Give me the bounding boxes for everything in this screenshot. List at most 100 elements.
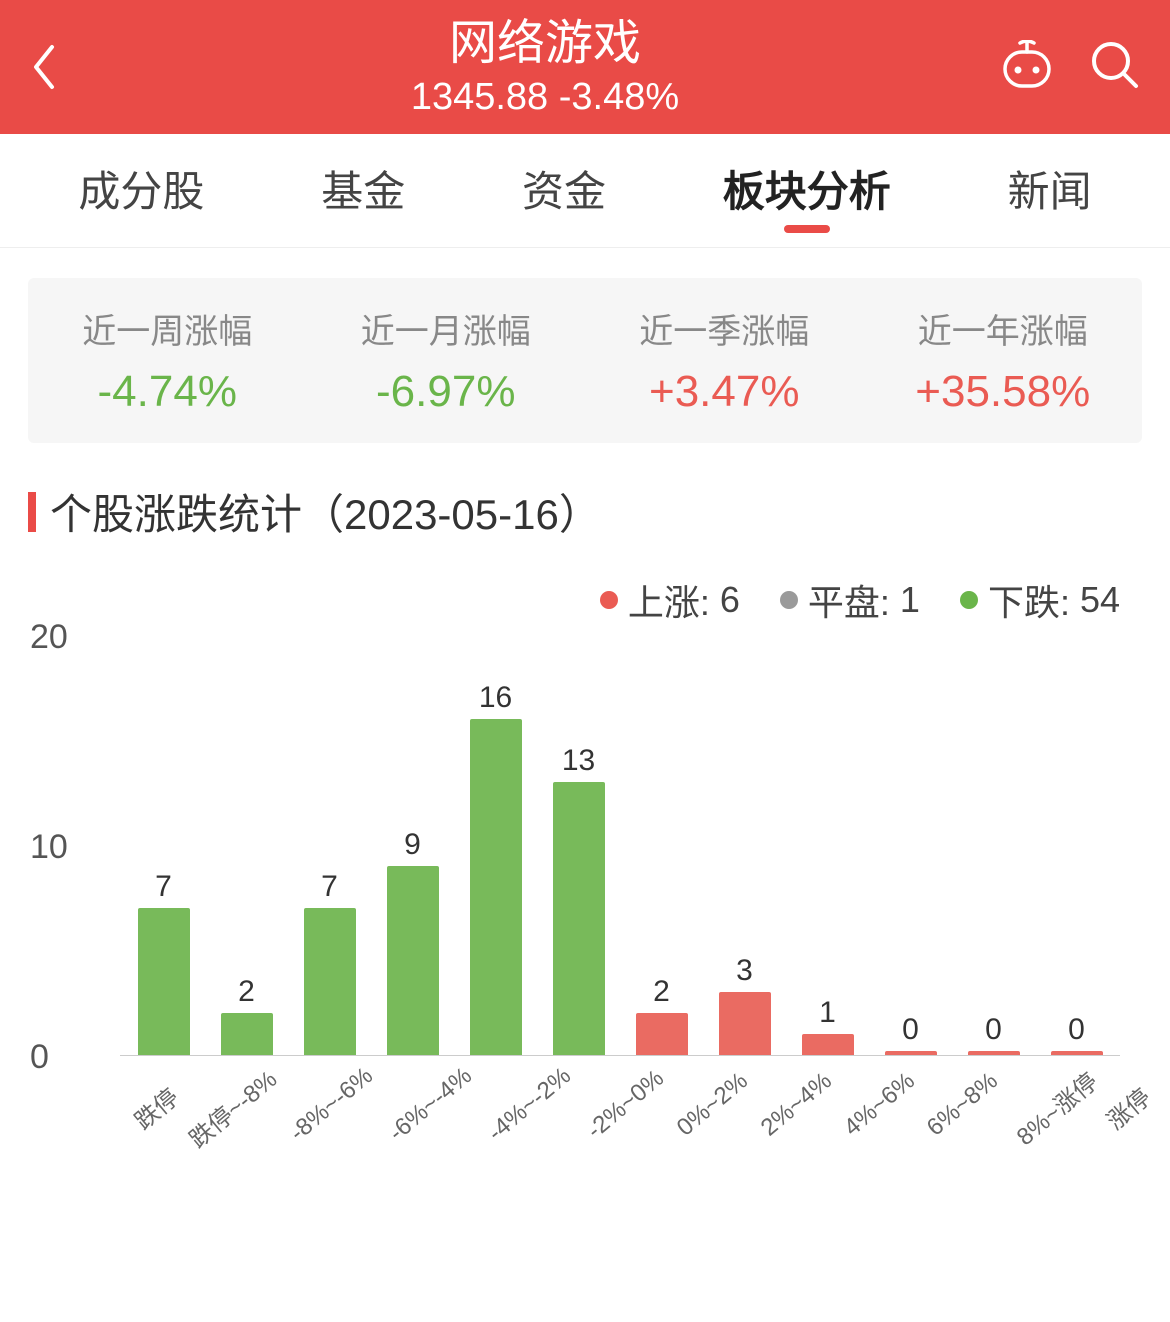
bar-value-label: 3 <box>736 954 753 988</box>
bar-wrap: 2 <box>620 636 703 1055</box>
bar-value-label: 16 <box>479 681 512 715</box>
legend-down: 下跌: 54 <box>960 574 1120 626</box>
search-icon[interactable] <box>1090 40 1140 95</box>
bar[interactable] <box>719 992 771 1055</box>
legend-flat: 平盘: 1 <box>780 574 920 626</box>
bar-wrap: 9 <box>371 636 454 1055</box>
bar[interactable] <box>553 782 605 1055</box>
bar-value-label: 2 <box>238 975 255 1009</box>
bar[interactable] <box>802 1034 854 1055</box>
tab-板块分析[interactable]: 板块分析 <box>723 158 891 233</box>
tab-新闻[interactable]: 新闻 <box>1008 158 1092 233</box>
x-tick-label: -6%~-4% <box>384 1062 483 1153</box>
x-tick-label: 跌停~-8% <box>180 1060 283 1154</box>
bar[interactable] <box>304 908 356 1055</box>
legend-dot-up <box>600 591 618 609</box>
legend-up: 上涨: 6 <box>600 574 740 626</box>
robot-icon[interactable] <box>1000 40 1054 95</box>
bar[interactable] <box>636 1013 688 1055</box>
bar-wrap: 2 <box>205 636 288 1055</box>
page-title: 网络游戏 <box>90 15 1000 73</box>
bar-value-label: 7 <box>155 870 172 904</box>
y-tick-label: 20 <box>30 618 68 657</box>
tab-bar: 成分股 基金 资金 板块分析 新闻 <box>0 134 1170 248</box>
legend-flat-label: 平盘: <box>808 574 890 626</box>
tab-资金[interactable]: 资金 <box>522 158 606 233</box>
stat-value: -4.74% <box>28 367 307 417</box>
stat-card[interactable]: 近一年涨幅 +35.58% <box>864 304 1143 417</box>
x-tick-label: 8%~涨停 <box>1007 1063 1104 1152</box>
bar-wrap: 0 <box>1035 636 1118 1055</box>
legend-down-count: 54 <box>1080 579 1120 621</box>
bar[interactable] <box>470 719 522 1055</box>
bar-value-label: 0 <box>902 1013 919 1047</box>
x-tick-label: 4%~6% <box>839 1067 925 1147</box>
tab-成分股[interactable]: 成分股 <box>78 158 204 233</box>
chart-area: 01020 72791613231000 跌停跌停~-8%-8%~-6%-6%~… <box>0 636 1170 1129</box>
bar-value-label: 0 <box>985 1013 1002 1047</box>
bar-value-label: 0 <box>1068 1013 1085 1047</box>
app-header: 网络游戏 1345.88 -3.48% <box>0 0 1170 134</box>
x-tick-label: -4%~-2% <box>483 1062 582 1153</box>
bar-wrap: 1 <box>786 636 869 1055</box>
legend-up-count: 6 <box>720 579 740 621</box>
section-accent-bar <box>28 492 36 532</box>
x-tick-label: 0%~2% <box>672 1067 758 1147</box>
section-title: 个股涨跌统计（2023-05-16） <box>50 481 601 542</box>
bar-wrap: 7 <box>122 636 205 1055</box>
bar-wrap: 7 <box>288 636 371 1055</box>
section-header: 个股涨跌统计（2023-05-16） <box>0 473 1170 562</box>
index-change: -3.48% <box>559 76 679 118</box>
header-title-block: 网络游戏 1345.88 -3.48% <box>90 15 1000 120</box>
stat-card[interactable]: 近一周涨幅 -4.74% <box>28 304 307 417</box>
stat-card[interactable]: 近一月涨幅 -6.97% <box>307 304 586 417</box>
bar-wrap: 13 <box>537 636 620 1055</box>
legend-flat-count: 1 <box>900 579 920 621</box>
bar[interactable] <box>968 1051 1020 1055</box>
stat-value: +35.58% <box>864 367 1143 417</box>
bar-wrap: 0 <box>952 636 1035 1055</box>
stat-label: 近一季涨幅 <box>585 304 864 353</box>
x-tick-label: 6%~8% <box>922 1067 1008 1147</box>
stat-value: -6.97% <box>307 367 586 417</box>
bar-wrap: 16 <box>454 636 537 1055</box>
chevron-left-icon <box>30 43 56 91</box>
x-tick-label: 涨停 <box>1098 1079 1157 1137</box>
stat-value: +3.47% <box>585 367 864 417</box>
bar[interactable] <box>1051 1051 1103 1055</box>
period-stats: 近一周涨幅 -4.74%近一月涨幅 -6.97% 近一季涨幅 +3.47%近一年涨幅 +3… <box>28 278 1142 443</box>
x-tick-label: -8%~-6% <box>284 1062 383 1153</box>
legend-down-label: 下跌: <box>988 574 1070 626</box>
index-summary: 1345.88 -3.48% <box>90 76 1000 119</box>
legend-dot-flat <box>780 591 798 609</box>
index-value: 1345.88 <box>411 76 548 118</box>
x-tick-label: 2%~4% <box>755 1067 841 1147</box>
chart-legend: 上涨: 6 平盘: 1 下跌: 54 <box>0 562 1170 636</box>
stat-card[interactable]: 近一季涨幅 +3.47% <box>585 304 864 417</box>
legend-dot-down <box>960 591 978 609</box>
tab-基金[interactable]: 基金 <box>321 158 405 233</box>
y-tick-label: 0 <box>30 1038 49 1077</box>
bar[interactable] <box>221 1013 273 1055</box>
chart-plot: 7 2 7 9 16 13 2 3 1 0 0 0 <box>120 636 1120 1056</box>
bar[interactable] <box>138 908 190 1055</box>
bar-wrap: 0 <box>869 636 952 1055</box>
stat-label: 近一年涨幅 <box>864 304 1143 353</box>
header-actions <box>1000 40 1140 95</box>
x-tick-label: 跌停 <box>126 1079 185 1137</box>
stat-label: 近一月涨幅 <box>307 304 586 353</box>
x-axis-labels: 跌停跌停~-8%-8%~-6%-6%~-4%-4%~-2%-2%~0%0%~2%… <box>120 1056 1120 1129</box>
back-button[interactable] <box>30 43 90 91</box>
y-tick-label: 10 <box>30 828 68 867</box>
bar[interactable] <box>387 866 439 1055</box>
stat-label: 近一周涨幅 <box>28 304 307 353</box>
legend-up-label: 上涨: <box>628 574 710 626</box>
bar-value-label: 13 <box>562 744 595 778</box>
bar-value-label: 2 <box>653 975 670 1009</box>
bar[interactable] <box>885 1051 937 1055</box>
bar-wrap: 3 <box>703 636 786 1055</box>
x-tick-label: -2%~0% <box>582 1065 675 1151</box>
bar-value-label: 9 <box>404 828 421 862</box>
bar-value-label: 1 <box>819 996 836 1030</box>
bar-value-label: 7 <box>321 870 338 904</box>
